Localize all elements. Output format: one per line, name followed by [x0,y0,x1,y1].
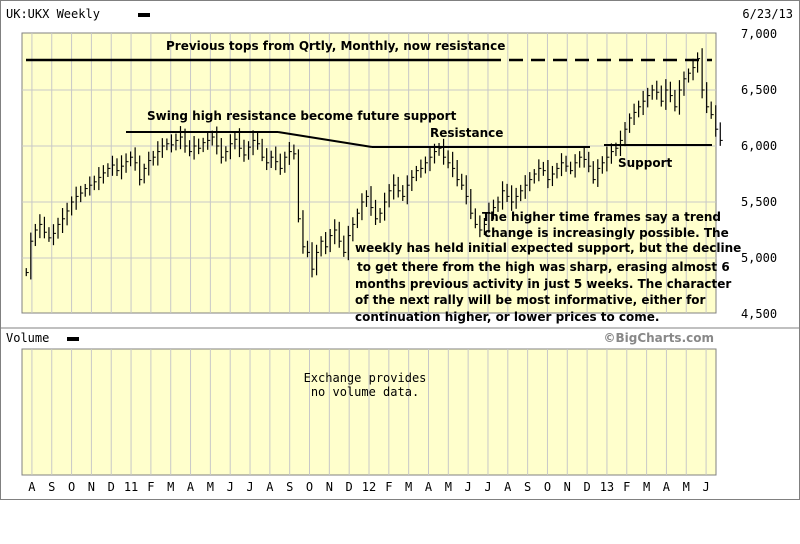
x-tick-label: M [405,480,412,494]
x-tick-label: 13 [600,480,614,494]
x-tick-label: M [683,480,690,494]
x-tick-label: F [623,480,630,494]
x-tick-label: J [702,480,709,494]
volume-title: Volume [6,331,49,345]
x-tick-label: J [465,480,472,494]
chart-date: 6/23/13 [742,7,793,21]
x-tick-label: S [524,480,531,494]
price-bars [25,48,723,280]
x-tick-label: J [227,480,234,494]
x-tick-label: D [108,480,115,494]
y-tick-label: 5,000 [741,251,777,265]
x-tick-label: A [663,480,671,494]
note-line-4: to get there from the high was sharp, er… [357,260,730,274]
note-line-2: change is increasingly possible. The [484,226,729,240]
x-tick-label: M [643,480,650,494]
annotation-top-resistance: Previous tops from Qrtly, Monthly, now r… [166,39,505,53]
symbol-title: UK:UKX Weekly [6,7,100,21]
x-tick-label: S [286,480,293,494]
x-tick-label: N [564,480,571,494]
x-tick-label: S [48,480,55,494]
bigcharts-brand: ©BigCharts.com [603,331,714,345]
x-tick-label: M [167,480,174,494]
x-tick-label: F [385,480,392,494]
x-tick-label: A [187,480,195,494]
volume-message-line-2: no volume data. [311,385,419,399]
x-tick-label: O [306,480,313,494]
note-line-6: of the next rally will be most informati… [355,293,706,307]
annotation-support: Support [618,156,673,170]
x-tick-label: M [207,480,214,494]
x-tick-label: O [68,480,75,494]
x-tick-label: 11 [124,480,138,494]
x-axis-ticks: A S O N D 11 F M A M J J A S O N D 12 F M A M J J A S O N D 13 F M A M J [28,480,709,494]
y-tick-label: 6,500 [741,83,777,97]
y-axis-ticks: 7,000 6,500 6,000 5,500 5,000 4,500 [741,27,777,321]
annotation-resistance: Resistance [430,126,503,140]
y-tick-label: 4,500 [741,307,777,321]
note-line-7: continuation higher, or lower prices to … [355,310,660,324]
volume-grid [31,349,707,475]
x-tick-label: J [484,480,491,494]
annotation-note: The higher time frames say a trend chang… [355,210,741,324]
x-tick-label: 12 [362,480,376,494]
reference-lines [26,58,712,148]
y-tick-label: 6,000 [741,139,777,153]
volume-minimize-icon[interactable] [67,337,79,341]
x-tick-label: N [326,480,333,494]
y-tick-label: 7,000 [741,27,777,41]
x-tick-label: A [504,480,512,494]
x-tick-label: D [346,480,353,494]
volume-message-line-1: Exchange provides [304,371,427,385]
swing-high-slope [277,131,373,148]
note-line-5: months previous activity in just 5 weeks… [355,277,731,291]
x-tick-label: O [544,480,551,494]
note-line-3: weekly has held initial expected support… [355,241,741,255]
note-line-1: The higher time frames say a trend [482,210,721,224]
x-tick-label: A [266,480,274,494]
x-tick-label: A [28,480,36,494]
x-tick-label: F [147,480,154,494]
x-tick-label: D [583,480,590,494]
y-tick-label: 5,500 [741,195,777,209]
x-tick-label: N [88,480,95,494]
annotation-swing-high: Swing high resistance become future supp… [147,109,457,123]
minimize-icon[interactable] [138,13,150,17]
x-tick-label: A [425,480,433,494]
x-tick-label: M [445,480,452,494]
x-tick-label: J [246,480,253,494]
